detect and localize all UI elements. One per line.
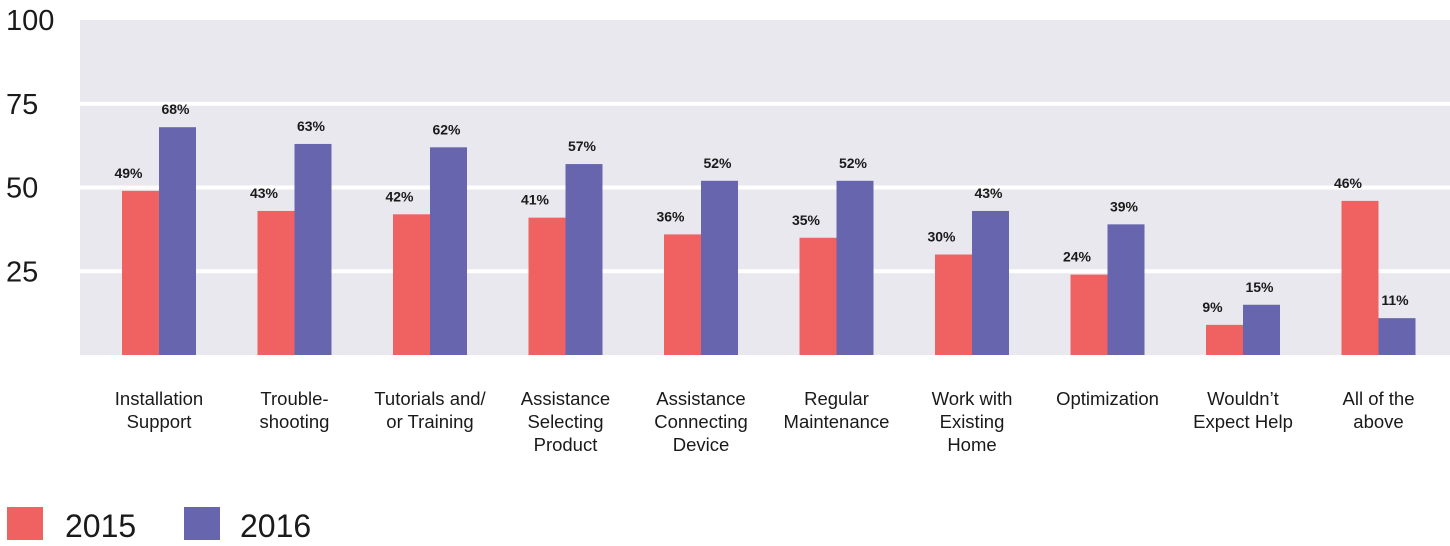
bar-2016 — [1243, 304, 1280, 355]
legend: 2015 2016 — [7, 507, 311, 544]
x-category-label: Wouldn’t Expect Help — [1193, 388, 1293, 432]
bar-2015 — [393, 214, 430, 355]
data-label: 11% — [1381, 292, 1409, 308]
x-category-label: All of the above — [1343, 388, 1415, 432]
data-label: 42% — [385, 188, 414, 204]
x-axis: Installation Support Trouble-shooting Tutor… — [115, 388, 1415, 455]
bar-2015 — [664, 234, 701, 355]
y-tick-label: 100 — [6, 5, 54, 37]
bar-2015 — [935, 254, 972, 355]
bars — [122, 127, 1416, 355]
data-label: 30% — [927, 229, 956, 245]
data-label: 52% — [703, 155, 732, 171]
bar-2015 — [122, 190, 159, 355]
data-label: 9% — [1202, 299, 1223, 315]
bar-2015 — [257, 210, 295, 355]
bar-2015 — [1206, 324, 1243, 355]
x-category-label: Regular Maintenance — [784, 388, 890, 432]
data-label: 35% — [792, 212, 821, 228]
data-label: 62% — [432, 121, 461, 137]
bar-2016 — [430, 147, 467, 355]
x-category-label: Optimization — [1056, 388, 1159, 409]
bar-2016 — [701, 180, 738, 355]
bar-2015 — [1070, 274, 1108, 355]
data-labels: 49% 68% 43% 63% 42% 62% 41% 57% 36% 52% 35% 52% 30% 4… — [114, 101, 1409, 315]
bar-2016 — [1378, 318, 1416, 355]
data-label: 52% — [839, 155, 868, 171]
data-label: 39% — [1110, 198, 1139, 214]
data-label: 15% — [1245, 279, 1274, 295]
data-label: 46% — [1334, 175, 1363, 191]
data-label: 43% — [250, 185, 279, 201]
x-category-label: Trouble-shooting — [260, 388, 330, 432]
bar-2016 — [294, 143, 332, 355]
y-axis: 25 50 75 100 — [6, 5, 54, 288]
bar-2015 — [528, 217, 566, 355]
x-category-label: Tutorials and/or Training — [374, 388, 486, 432]
y-tick-label: 25 — [6, 256, 38, 288]
bar-2016 — [836, 180, 874, 355]
bar-2016 — [159, 127, 196, 355]
bar-2016 — [565, 164, 603, 355]
legend-label: 2015 — [65, 508, 136, 541]
data-label: 57% — [568, 138, 597, 154]
bar-2015 — [1341, 200, 1379, 355]
bar-2016 — [1107, 224, 1145, 355]
data-label: 41% — [521, 192, 550, 208]
x-category-label: Assistance Selecting Product — [521, 388, 610, 455]
data-label: 24% — [1063, 249, 1092, 265]
data-label: 68% — [161, 101, 190, 117]
bar-2015 — [799, 237, 837, 355]
data-label: 63% — [297, 118, 326, 134]
x-category-label: Installation Support — [115, 388, 203, 432]
y-tick-label: 75 — [6, 89, 38, 121]
x-category-label: Work with Existing Home — [932, 388, 1013, 455]
bar-2016 — [972, 210, 1009, 355]
data-label: 43% — [974, 185, 1003, 201]
data-label: 36% — [656, 208, 685, 224]
legend-swatch-2015 — [7, 507, 43, 540]
legend-label: 2016 — [240, 508, 311, 541]
x-category-label: Assistance Connecting Device — [654, 388, 748, 455]
legend-swatch-2016 — [184, 507, 220, 540]
data-label: 49% — [114, 165, 143, 181]
y-tick-label: 50 — [6, 173, 38, 205]
